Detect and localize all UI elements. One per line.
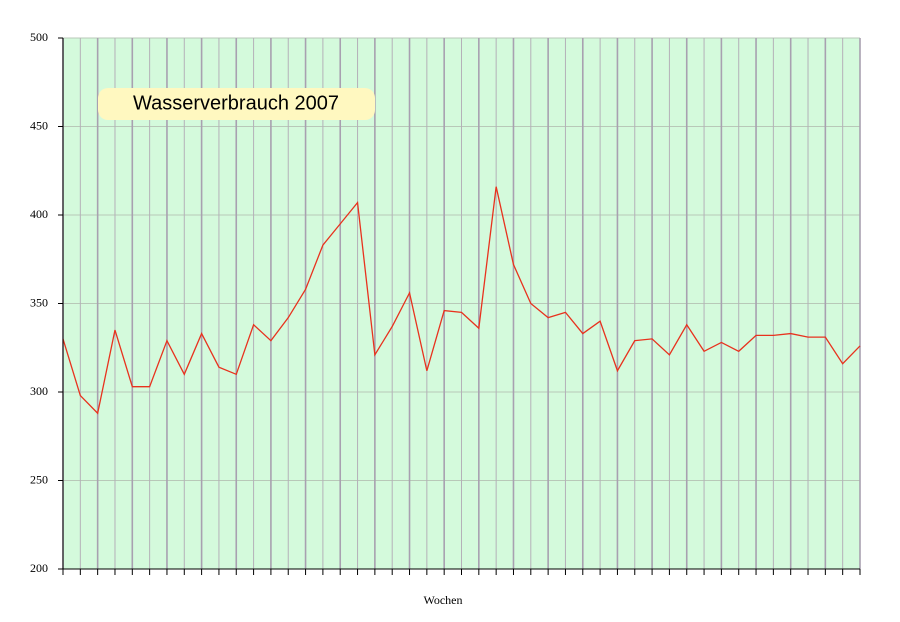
y-tick-label: 200 — [30, 561, 48, 575]
title-box — [98, 88, 375, 120]
y-tick-label: 500 — [30, 30, 48, 44]
y-tick-label: 350 — [30, 295, 48, 309]
y-tick-label: 250 — [30, 472, 48, 486]
x-axis-label: Wochen — [423, 593, 462, 607]
y-tick-label: 400 — [30, 207, 48, 221]
chart-title: Wasserverbrauch 2007 — [133, 92, 339, 114]
y-tick-label: 450 — [30, 118, 48, 132]
line-series — [62, 186, 861, 415]
y-tick-label: 300 — [30, 384, 48, 398]
